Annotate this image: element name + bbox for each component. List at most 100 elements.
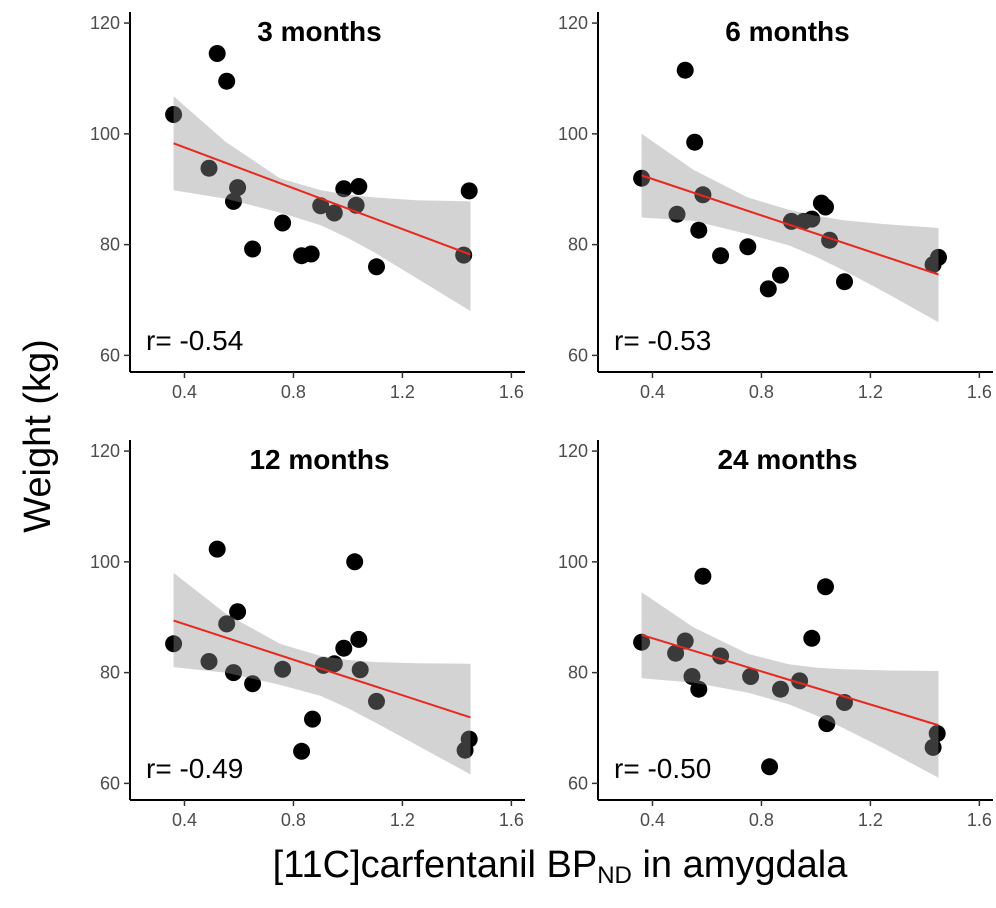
y-tick-label: 100 xyxy=(558,552,588,572)
correlation-label: r= -0.49 xyxy=(146,753,243,784)
data-point xyxy=(712,247,730,265)
x-tick-label: 0.4 xyxy=(640,810,665,830)
data-point xyxy=(218,615,236,633)
y-tick-label: 100 xyxy=(558,124,588,144)
data-point xyxy=(676,61,694,79)
regression-line xyxy=(641,633,939,727)
data-point xyxy=(351,661,369,679)
data-point xyxy=(924,738,942,756)
data-point xyxy=(690,680,708,698)
x-tick-label: 1.2 xyxy=(858,382,883,402)
data-point xyxy=(694,186,712,204)
data-point xyxy=(930,248,947,266)
data-point xyxy=(274,214,292,232)
y-tick-label: 100 xyxy=(90,552,120,572)
y-tick-label: 80 xyxy=(100,235,120,255)
regression-line xyxy=(173,142,471,256)
panel-4: 60 80 100 120 0.4 0.8 1.2 1.6 24 months r= -0.50 xyxy=(558,440,993,830)
data-point xyxy=(686,133,704,151)
data-point xyxy=(668,205,686,223)
y-tick-label: 60 xyxy=(568,345,588,365)
x-axis-title-suffix: in amygdala xyxy=(632,844,848,886)
y-tick-label: 80 xyxy=(100,663,120,683)
x-tick-label: 1.6 xyxy=(967,810,992,830)
data-point xyxy=(274,660,292,678)
x-tick-label: 0.8 xyxy=(749,810,774,830)
y-tick-label: 60 xyxy=(568,773,588,793)
data-point xyxy=(676,632,694,650)
x-tick-label: 0.4 xyxy=(640,382,665,402)
correlation-label: r= -0.50 xyxy=(614,753,711,784)
x-tick-label: 0.8 xyxy=(281,810,306,830)
data-point xyxy=(817,198,834,216)
data-point xyxy=(739,238,757,256)
data-point xyxy=(772,266,789,284)
data-point xyxy=(165,106,183,123)
data-point xyxy=(818,715,836,733)
y-axis-title: Weight (kg) xyxy=(17,339,59,533)
panel-group: 60 80 100 120 0.4 0.8 1.2 1.6 3 months r= -0.54 60… xyxy=(90,12,993,830)
data-point xyxy=(302,245,320,263)
panel-2: 60 80 100 120 0.4 0.8 1.2 1.6 6 months r= -0.53 xyxy=(558,12,993,402)
data-point xyxy=(229,603,247,621)
data-point xyxy=(803,629,821,647)
y-tick-label: 120 xyxy=(90,441,120,461)
data-point xyxy=(694,567,712,585)
data-point xyxy=(836,273,853,291)
panel-title: 3 months xyxy=(257,16,381,47)
panel-3: 60 80 100 120 0.4 0.8 1.2 1.6 12 months r= -0.49 xyxy=(90,440,525,830)
data-point xyxy=(225,664,242,682)
y-tick-label: 120 xyxy=(558,441,588,461)
x-tick-label: 1.6 xyxy=(967,382,992,402)
data-point xyxy=(225,192,242,210)
x-axis-title-main: [11C]carfentanil BP xyxy=(273,844,598,886)
data-point xyxy=(350,178,368,195)
data-point xyxy=(460,182,478,200)
confidence-band-overlay xyxy=(173,96,471,312)
data-point xyxy=(633,169,651,187)
data-point xyxy=(817,578,834,596)
confidence-band-overlay xyxy=(641,592,939,778)
regression-line xyxy=(173,619,471,719)
y-tick-label: 120 xyxy=(90,13,120,33)
y-tick-label: 80 xyxy=(568,663,588,683)
data-point xyxy=(460,730,478,748)
panel-title: 6 months xyxy=(725,16,849,47)
y-tick-label: 120 xyxy=(558,13,588,33)
correlation-label: r= -0.54 xyxy=(146,325,243,356)
data-point xyxy=(165,635,183,653)
data-point xyxy=(761,758,779,776)
data-point xyxy=(208,45,226,62)
data-point xyxy=(293,742,311,760)
data-point xyxy=(742,668,760,685)
data-point xyxy=(803,210,821,228)
x-tick-label: 1.6 xyxy=(499,810,524,830)
x-tick-label: 1.2 xyxy=(390,382,415,402)
data-point xyxy=(304,710,321,728)
data-point xyxy=(683,668,701,685)
y-tick-label: 100 xyxy=(90,124,120,144)
data-point xyxy=(312,197,330,215)
x-tick-label: 1.2 xyxy=(390,810,415,830)
data-point xyxy=(208,540,226,558)
data-point xyxy=(200,159,218,177)
y-tick-label: 60 xyxy=(100,345,120,365)
x-axis-title: [11C]carfentanil BPND in amygdala xyxy=(273,844,849,889)
data-point xyxy=(928,725,946,742)
data-point xyxy=(350,630,368,648)
data-point xyxy=(772,680,789,698)
data-point xyxy=(335,639,353,657)
x-axis-title-subscript: ND xyxy=(597,862,632,889)
data-point xyxy=(368,692,385,710)
x-tick-label: 1.2 xyxy=(858,810,883,830)
confidence-band-overlay xyxy=(173,572,471,775)
data-point xyxy=(229,179,247,197)
data-point xyxy=(667,644,685,662)
data-point xyxy=(782,212,800,230)
data-point xyxy=(346,553,364,571)
data-point xyxy=(244,240,262,258)
data-point xyxy=(759,280,777,298)
data-point xyxy=(335,180,353,198)
data-point xyxy=(218,72,236,90)
